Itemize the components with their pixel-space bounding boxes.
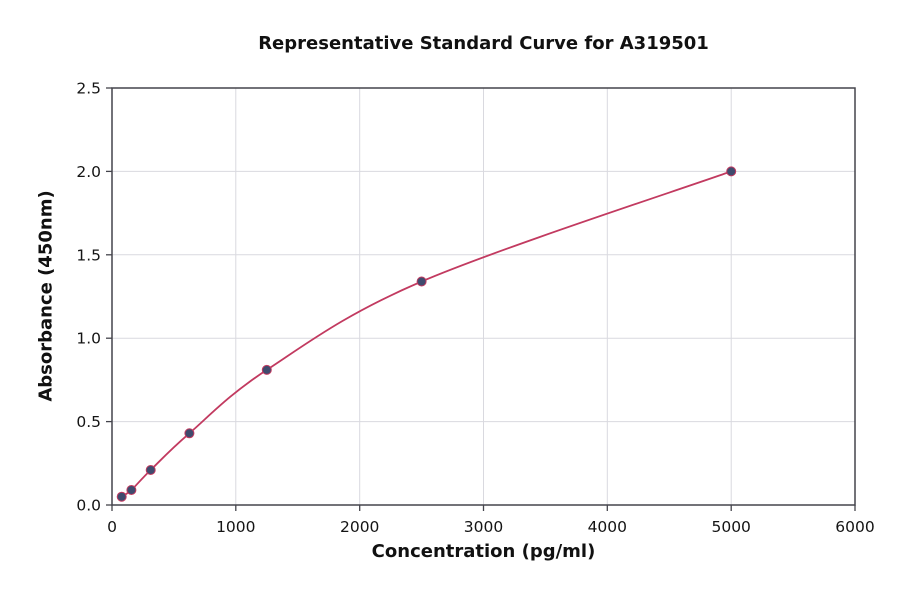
data-point <box>145 465 156 475</box>
data-point <box>184 428 195 439</box>
chart-title: Representative Standard Curve for A31950… <box>258 33 709 54</box>
data-point <box>126 485 137 495</box>
x-tick-label: 6000 <box>835 518 874 536</box>
x-axis-label: Concentration (pg/ml) <box>371 541 596 562</box>
x-tick-label: 4000 <box>588 518 627 536</box>
y-tick-label: 1.5 <box>76 246 101 264</box>
x-tick-label: 5000 <box>711 518 750 536</box>
data-point <box>416 276 427 287</box>
data-point <box>116 491 127 502</box>
x-tick-label: 2000 <box>340 518 379 536</box>
y-tick-label: 0.0 <box>76 497 101 515</box>
y-tick-label: 2.0 <box>76 163 101 181</box>
y-tick-label: 0.5 <box>76 413 101 431</box>
plot-border <box>111 87 856 506</box>
x-tick-label: 3000 <box>464 518 503 536</box>
x-tick-label: 1000 <box>216 518 255 536</box>
y-tick-label: 1.0 <box>76 330 101 348</box>
data-point <box>726 166 737 177</box>
y-tick-label: 2.5 <box>76 80 101 98</box>
data-point <box>261 364 272 375</box>
x-tick-label: 0 <box>107 518 117 536</box>
standard-curve-line <box>121 170 732 498</box>
